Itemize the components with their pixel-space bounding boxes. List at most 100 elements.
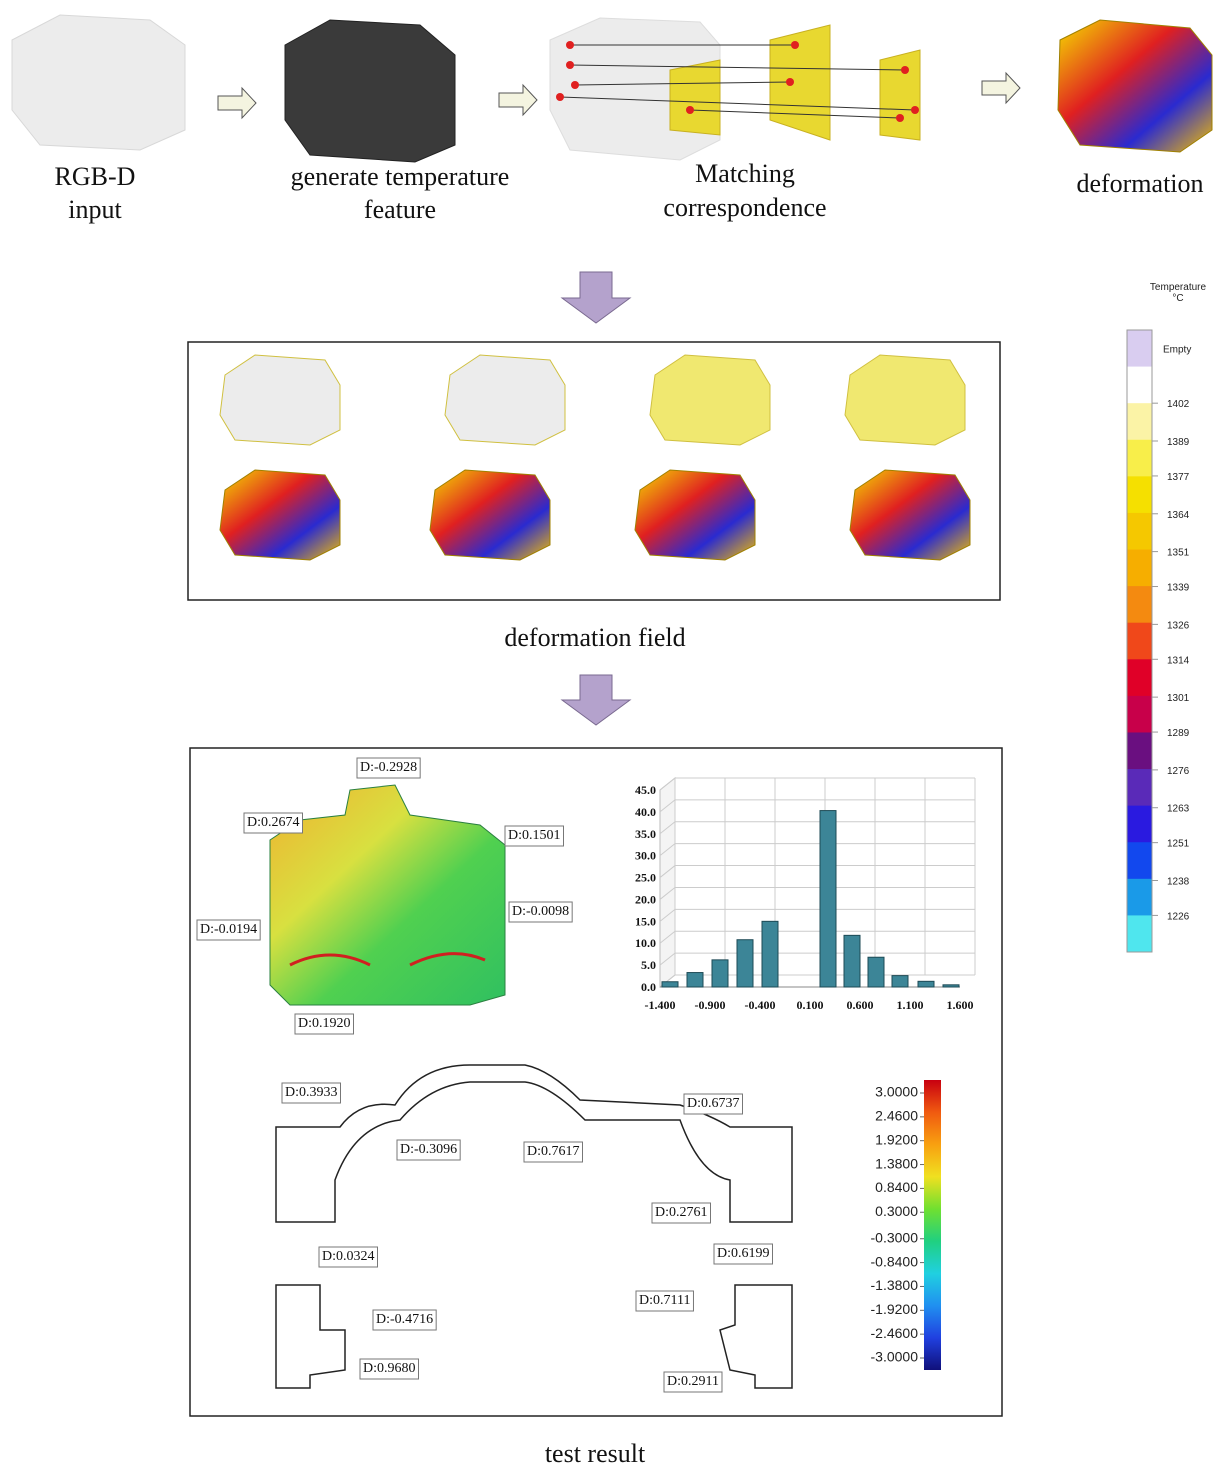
annotation: D:0.3933 [285,1085,338,1100]
bar [943,985,959,987]
scale-label: -2.4600 [871,1325,919,1341]
caption: test result [545,1439,646,1468]
bar [868,957,884,987]
scale-band [1127,476,1152,513]
y-tick-label: 45.0 [635,783,656,797]
annotation: D:0.7111 [639,1293,690,1308]
feature-model [285,20,455,162]
bar [762,921,778,987]
scale-label: -0.8400 [871,1253,919,1269]
scale-band [1127,915,1152,952]
scale-empty-label: Empty [1163,344,1191,355]
scale-label: 1289 [1167,728,1190,739]
thumbnail [650,355,770,445]
scale-label: 1339 [1167,583,1190,594]
down-arrow [562,272,630,323]
scale-band [1127,842,1152,879]
scale-band [1127,623,1152,660]
scale-label: 1314 [1167,655,1190,666]
annotation: D:0.1920 [298,1016,351,1031]
annotation: D:-0.4716 [376,1312,433,1327]
scale-label: 1402 [1167,399,1190,410]
scale-band [1127,769,1152,806]
scale-band [1127,550,1152,587]
scale-label: 2.4600 [875,1108,918,1124]
scale-label: 1389 [1167,437,1190,448]
scale-band [1127,879,1152,916]
scale-label: 1326 [1167,620,1190,631]
bar [892,976,908,987]
scale-label: 1251 [1167,839,1190,850]
plot-wall [660,778,675,987]
x-tick-label: -0.900 [695,998,726,1012]
annotation: D:0.7617 [527,1144,580,1159]
y-tick-label: 20.0 [635,892,656,906]
annotation: D:-0.0194 [200,922,257,937]
scale-label: 1301 [1167,693,1190,704]
scale-label: 1226 [1167,911,1190,922]
bar [918,981,934,987]
step-label: Matching [695,159,795,188]
scale-band [1127,367,1152,404]
annotation: D:0.6737 [687,1096,740,1111]
step-label: input [68,195,122,224]
scale-label: -3.0000 [871,1349,919,1365]
scale-band [1127,732,1152,769]
scale-label: 1238 [1167,876,1190,887]
thumbnail [220,355,340,445]
thumbnail [635,470,755,560]
rgbd-model [12,15,185,150]
annotation: D:0.6199 [717,1246,770,1261]
thumbnail [850,470,970,560]
y-tick-label: 40.0 [635,805,656,819]
scale-label: 1.3800 [875,1155,918,1171]
bar [737,940,753,987]
deformation-model [1058,20,1212,152]
scale-label: 0.8400 [875,1179,918,1195]
annotation: D:-0.3096 [400,1142,457,1157]
bar [662,982,678,987]
scale-label: 1364 [1167,510,1190,521]
scale-label: -1.3800 [871,1277,919,1293]
scale-band [1127,440,1152,477]
scale-label: 1276 [1167,766,1190,777]
y-tick-label: 10.0 [635,936,656,950]
y-tick-label: 30.0 [635,849,656,863]
temperature-scale: Temperature°CEmpty1402138913771364135113… [1127,282,1207,953]
scale-band [1127,513,1152,550]
thumbnail [220,470,340,560]
y-tick-label: 15.0 [635,914,656,928]
bar [820,811,836,987]
figure: 0.05.010.015.020.025.030.035.040.045.0-1… [0,0,1226,1468]
step-label: deformation [1076,169,1203,198]
annotation: D:0.1501 [508,828,561,843]
annotation: D:0.2674 [247,815,300,830]
scale-label: 1.9200 [875,1131,918,1147]
annotation: D:-0.2928 [360,760,417,775]
scale-band [1127,330,1152,367]
scale-label: 1377 [1167,472,1190,483]
annotation: D:0.2911 [667,1374,719,1389]
scale-label: -0.3000 [871,1229,919,1245]
x-tick-label: 0.100 [797,998,824,1012]
scale-label: 3.0000 [875,1084,918,1100]
scale-label: 1351 [1167,548,1190,559]
y-tick-label: 5.0 [641,958,656,972]
x-tick-label: -1.400 [645,998,676,1012]
y-tick-label: 0.0 [641,980,656,994]
scale-bar [924,1080,941,1370]
caption: deformation field [504,623,685,652]
scale-title: °C [1172,293,1183,304]
step-label: feature [364,195,436,224]
scale-band [1127,696,1152,733]
x-tick-label: 1.600 [947,998,974,1012]
scale-band [1127,659,1152,696]
y-tick-label: 35.0 [635,827,656,841]
annotation: D:0.9680 [363,1361,416,1376]
scale-band [1127,403,1152,440]
scale-band [1127,806,1152,843]
step-label: RGB-D [55,162,136,191]
bar [712,960,728,987]
scale-band [1127,586,1152,623]
down-arrow [562,675,630,725]
